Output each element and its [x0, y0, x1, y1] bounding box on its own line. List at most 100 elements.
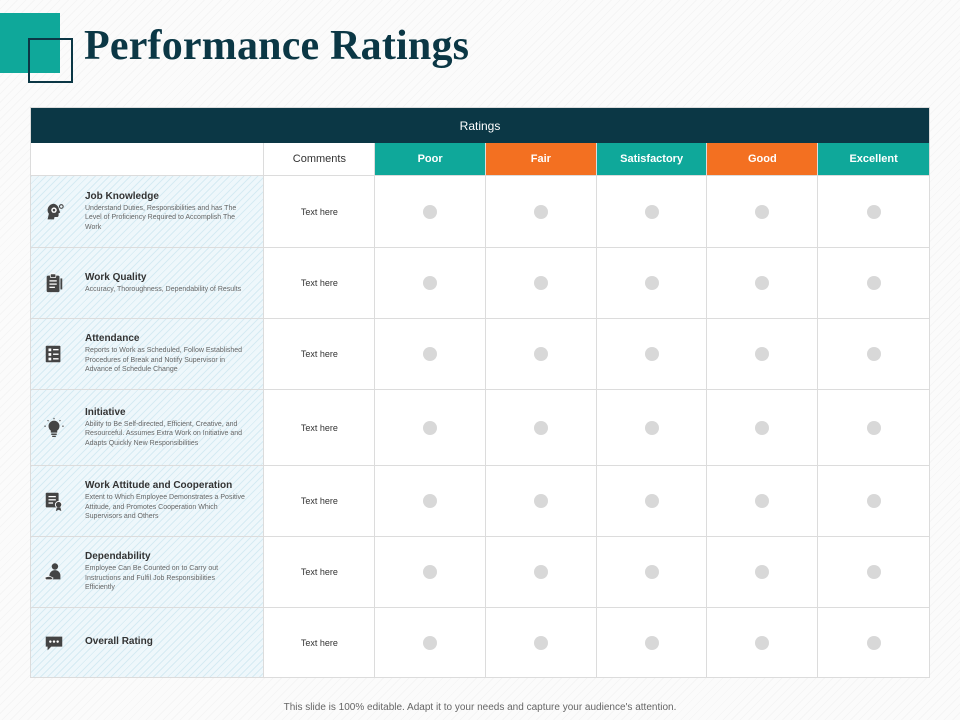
rating-option-poor[interactable]: [423, 635, 438, 650]
criteria-header: [31, 143, 264, 175]
rating-option-fair[interactable]: [533, 635, 548, 650]
rating-cell: [595, 248, 707, 318]
rating-option-excellent[interactable]: [866, 347, 881, 361]
rating-option-excellent[interactable]: [866, 204, 881, 219]
rating-option-excellent[interactable]: [866, 276, 881, 290]
rating-option-fair[interactable]: [533, 276, 548, 290]
rating-cell: [817, 390, 929, 465]
rating-cell: [706, 466, 818, 536]
rating-option-satisfactory[interactable]: [644, 276, 659, 290]
schedule-board-icon: [31, 343, 75, 365]
head-gears-icon: [31, 201, 75, 223]
rating-cell: [374, 176, 485, 247]
rating-option-good[interactable]: [755, 204, 770, 219]
rating-option-poor[interactable]: [423, 204, 438, 219]
comment-text: Text here: [300, 637, 338, 648]
comment-cell: Text here: [263, 466, 375, 536]
comment-text: Text here: [300, 349, 338, 359]
rating-cell: [595, 537, 707, 607]
chat-bubble-icon: [31, 632, 75, 654]
criteria-title: Attendance: [85, 333, 140, 345]
comment-text: Text here: [300, 422, 338, 433]
table-row: Overall Rating Text here: [31, 607, 929, 677]
footer-note: This slide is 100% editable. Adapt it to…: [283, 702, 677, 713]
rating-option-fair[interactable]: [533, 420, 548, 435]
criteria-description: Accuracy, Thoroughness, Dependability of…: [85, 285, 242, 293]
comment-text: Text here: [300, 496, 338, 506]
rating-option-good[interactable]: [755, 420, 770, 435]
criteria-description: Ability to Be Self-directed, Efficient, …: [85, 420, 243, 447]
table-row: Attendance Reports to Work as Scheduled,…: [31, 318, 929, 389]
rating-option-poor[interactable]: [423, 565, 438, 579]
rating-cell: [706, 537, 818, 607]
comments-header: Comments: [263, 143, 375, 175]
table-row: Job Knowledge Understand Duties, Respons…: [31, 175, 929, 247]
rating-option-good[interactable]: [755, 635, 770, 650]
rating-option-satisfactory[interactable]: [644, 494, 659, 508]
page-title: Performance Ratings: [84, 23, 470, 69]
rating-option-good[interactable]: [755, 494, 770, 508]
criteria-title: Initiative: [85, 406, 126, 418]
criteria-title: Overall Rating: [85, 636, 153, 647]
rating-option-excellent[interactable]: [866, 565, 881, 579]
rating-option-satisfactory[interactable]: [644, 565, 659, 579]
rating-header-excellent: Excellent: [817, 143, 929, 175]
rating-option-fair[interactable]: [533, 565, 548, 579]
rating-option-fair[interactable]: [533, 204, 548, 219]
criteria-title: Job Knowledge: [85, 190, 159, 202]
criteria-cell: Job Knowledge Understand Duties, Respons…: [31, 176, 264, 247]
rating-cell: [706, 390, 818, 465]
rating-option-poor[interactable]: [423, 276, 438, 290]
rating-cell: [706, 248, 818, 318]
criteria-cell: Work Attitude and Cooperation Extent to …: [31, 466, 264, 536]
rating-option-poor[interactable]: [423, 420, 438, 435]
rating-cell: [484, 390, 596, 465]
rating-cell: [706, 608, 818, 677]
rating-cell: [595, 176, 707, 247]
criteria-title: Work Quality: [85, 271, 147, 283]
rating-option-satisfactory[interactable]: [644, 420, 659, 435]
rating-option-excellent[interactable]: [866, 494, 881, 508]
rating-option-poor[interactable]: [423, 347, 438, 361]
table-row: Work Quality Accuracy, Thoroughness, Dep…: [31, 247, 929, 318]
comment-text: Text here: [300, 278, 338, 288]
rating-cell: [817, 248, 929, 318]
rating-option-satisfactory[interactable]: [644, 204, 659, 219]
rating-cell: [484, 176, 596, 247]
rating-option-fair[interactable]: [533, 494, 548, 508]
rating-option-excellent[interactable]: [866, 635, 881, 650]
rating-option-fair[interactable]: [533, 347, 548, 361]
rating-cell: [817, 608, 929, 677]
criteria-title: Dependability: [85, 551, 151, 563]
criteria-title: Work Attitude and Cooperation: [85, 480, 233, 492]
rating-option-excellent[interactable]: [866, 420, 881, 435]
column-header-row: Comments Poor Fair Satisfactory Good Exc…: [31, 143, 929, 175]
criteria-cell: Initiative Ability to Be Self-directed, …: [31, 390, 264, 465]
ratings-header: Ratings: [31, 108, 929, 143]
comment-text: Text here: [300, 206, 338, 217]
rating-header-fair: Fair: [484, 143, 596, 175]
rating-option-poor[interactable]: [423, 494, 438, 508]
comment-cell: Text here: [263, 176, 375, 247]
rating-cell: [817, 466, 929, 536]
rating-option-good[interactable]: [755, 347, 770, 361]
rating-cell: [374, 537, 485, 607]
rating-option-good[interactable]: [755, 565, 770, 579]
criteria-cell: Dependability Employee Can Be Counted on…: [31, 537, 264, 607]
rating-option-satisfactory[interactable]: [644, 635, 659, 650]
comment-text: Text here: [300, 567, 338, 577]
rating-cell: [817, 176, 929, 247]
ratings-table: Ratings Comments Poor Fair Satisfactory …: [30, 107, 930, 678]
rating-cell: [595, 390, 707, 465]
table-row: Work Attitude and Cooperation Extent to …: [31, 465, 929, 536]
criteria-description: Extent to Which Employee Demonstrates a …: [85, 494, 245, 521]
criteria-description: Reports to Work as Scheduled, Follow Est…: [85, 347, 243, 374]
rating-cell: [595, 608, 707, 677]
rating-option-satisfactory[interactable]: [644, 347, 659, 361]
criteria-cell: Overall Rating: [31, 608, 264, 677]
criteria-description: Employee Can Be Counted on to Carry out …: [85, 565, 219, 592]
rating-option-good[interactable]: [755, 276, 770, 290]
rating-cell: [374, 466, 485, 536]
criteria-description: Understand Duties, Responsibilities and …: [85, 204, 237, 231]
rating-cell: [484, 608, 596, 677]
